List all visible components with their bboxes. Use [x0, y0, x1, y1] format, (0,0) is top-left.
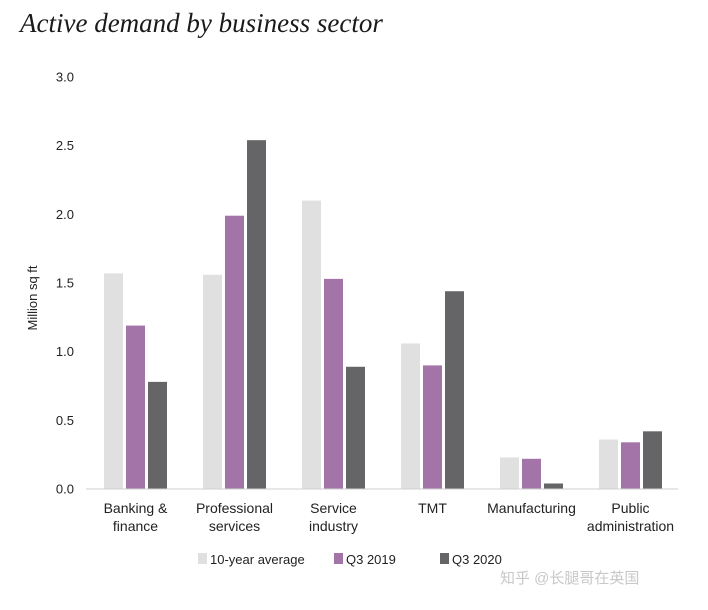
bar [225, 215, 244, 489]
category-label: TMT [418, 500, 447, 516]
bar [401, 343, 420, 489]
legend-swatch [440, 553, 449, 564]
bar [148, 381, 167, 489]
category-labels: Banking & finance Professional services Serv… [104, 500, 674, 534]
category-label-line: services [209, 518, 260, 534]
legend-swatch [198, 553, 207, 564]
bar [599, 439, 618, 489]
legend-label: Q3 2019 [346, 552, 396, 567]
y-tick-label: 1.0 [56, 344, 74, 359]
category-label-line: industry [309, 518, 358, 534]
bar [104, 273, 123, 489]
bar [302, 200, 321, 489]
bar [445, 291, 464, 489]
category-label-line: finance [113, 518, 158, 534]
y-tick-label: 1.5 [56, 276, 74, 291]
category-label-line: Manufacturing [487, 500, 576, 516]
y-axis-label: Million sq ft [25, 265, 40, 330]
bar [346, 366, 365, 489]
y-tick-label: 0.0 [56, 482, 74, 497]
category-label-line: Professional [196, 500, 273, 516]
bar [621, 442, 640, 489]
category-label: Manufacturing [487, 500, 576, 516]
bar [126, 325, 145, 489]
legend-swatch [334, 553, 343, 564]
bar [544, 483, 563, 489]
y-tick-label: 0.5 [56, 413, 74, 428]
category-label: Banking & finance [104, 500, 168, 534]
category-label: Service industry [309, 500, 358, 534]
bars [104, 140, 662, 489]
category-label: Public administration [587, 500, 674, 534]
legend-label: 10-year average [210, 552, 305, 567]
bar [522, 458, 541, 489]
legend-label: Q3 2020 [452, 552, 502, 567]
category-label-line: administration [587, 518, 674, 534]
bar [643, 431, 662, 489]
category-label-line: TMT [418, 500, 447, 516]
y-tick-label: 2.0 [56, 207, 74, 222]
y-tick-label: 3.0 [56, 70, 74, 85]
legend: 10-year average Q3 2019 Q3 2020 [198, 552, 502, 567]
category-label-line: Service [310, 500, 357, 516]
bar [500, 457, 519, 489]
bar [324, 278, 343, 489]
chart-title: Active demand by business sector [20, 8, 383, 38]
bar [203, 274, 222, 489]
bar [423, 365, 442, 489]
category-label-line: Public [611, 500, 649, 516]
category-label-line: Banking & [104, 500, 168, 516]
category-label: Professional services [196, 500, 273, 534]
y-axis-ticks: 0.0 0.5 1.0 1.5 2.0 2.5 3.0 [56, 70, 74, 497]
watermark-text: 知乎 @长腿哥在英国 [500, 569, 639, 587]
bar [247, 140, 266, 489]
y-tick-label: 2.5 [56, 138, 74, 153]
